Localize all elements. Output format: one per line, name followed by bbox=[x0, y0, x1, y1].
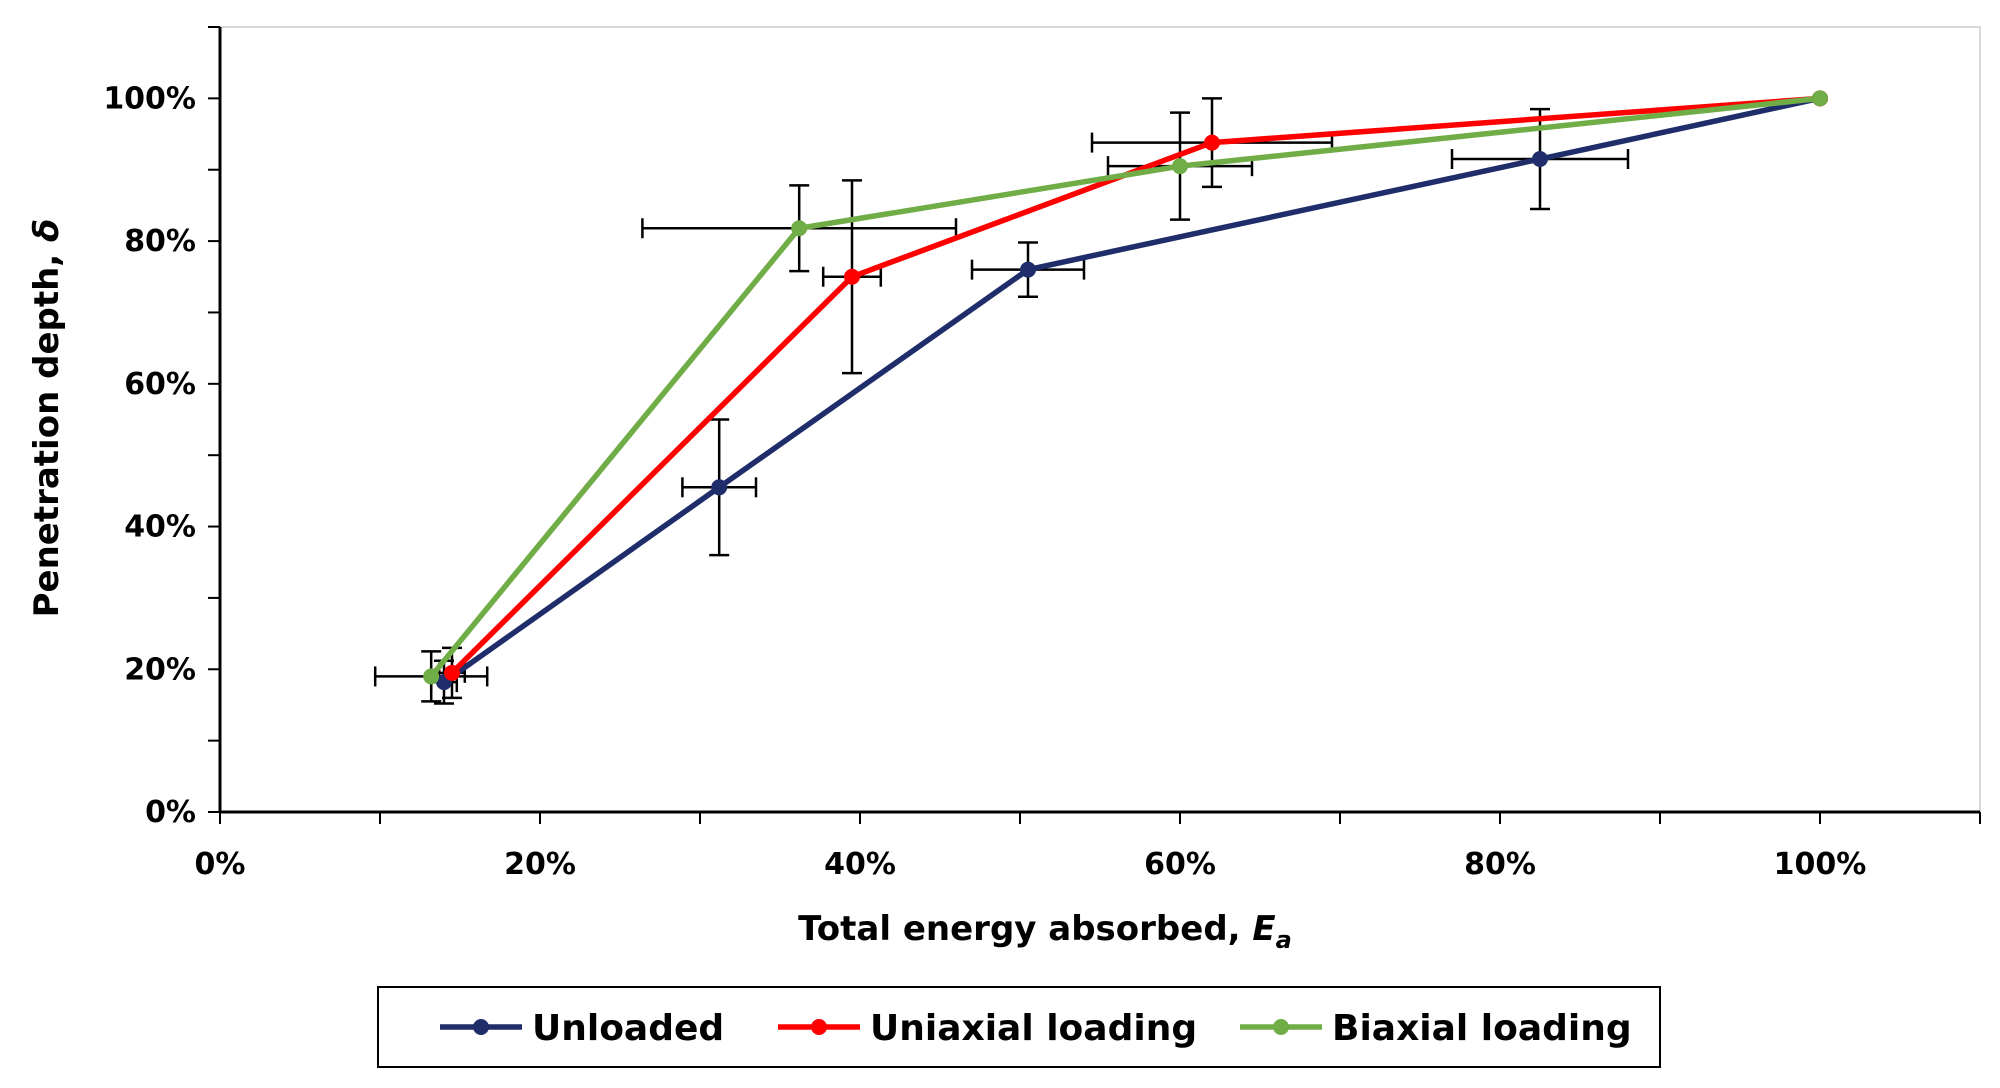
point-biaxial-loading bbox=[1812, 90, 1828, 107]
point-unloaded bbox=[711, 479, 728, 496]
y-tick-label: 80% bbox=[124, 224, 196, 259]
y-tick-label: 0% bbox=[145, 795, 196, 830]
x-tick-label: 80% bbox=[1464, 847, 1536, 882]
series-line-biaxial-loading bbox=[429, 95, 1821, 679]
legend: Unloaded Uniaxial loading Biaxial loading bbox=[377, 986, 1661, 1068]
legend-marker-unloaded bbox=[473, 1019, 489, 1035]
series-layer bbox=[423, 90, 1828, 691]
legend-marker-biaxial-loading bbox=[1273, 1019, 1289, 1035]
point-biaxial-loading bbox=[423, 668, 440, 685]
series-line-uniaxial-loading bbox=[450, 95, 1821, 675]
y-tick-label: 100% bbox=[103, 81, 196, 116]
tick-label-layer: 0% 20% 40% 60% 80% 100% 0% 20% 40% 60% 80% 100% bbox=[103, 81, 1866, 882]
y-tick-label: 60% bbox=[124, 367, 196, 402]
legend-label-biaxial-loading: Biaxial loading bbox=[1332, 1008, 1632, 1049]
legend-label-unloaded: Unloaded bbox=[532, 1008, 724, 1049]
point-uniaxial-loading bbox=[1204, 134, 1220, 151]
y-tick-label: 20% bbox=[124, 652, 196, 687]
x-axis-title: Total energy absorbed, Ea bbox=[798, 909, 1292, 954]
legend-marker-uniaxial-loading bbox=[811, 1019, 827, 1035]
legend-box bbox=[377, 986, 1661, 1068]
x-tick-label: 0% bbox=[195, 847, 246, 882]
x-tick-label: 40% bbox=[824, 847, 896, 882]
axes-layer bbox=[208, 26, 1981, 824]
x-tick-label: 60% bbox=[1144, 847, 1216, 882]
y-tick-label: 40% bbox=[124, 510, 196, 545]
point-biaxial-loading bbox=[791, 220, 808, 237]
y-axis-title: Penetration depth, δ bbox=[27, 219, 67, 618]
plot-area: 0% 20% 40% 60% 80% 100% 0% 20% 40% 60% 80% 100% bbox=[103, 26, 1981, 882]
x-tick-label: 20% bbox=[504, 847, 576, 882]
point-unloaded bbox=[1532, 151, 1548, 168]
point-biaxial-loading bbox=[1172, 158, 1188, 175]
point-uniaxial-loading bbox=[844, 268, 860, 285]
point-unloaded bbox=[1020, 261, 1036, 278]
point-uniaxial-loading bbox=[444, 664, 460, 681]
x-tick-label: 100% bbox=[1774, 847, 1867, 882]
legend-label-uniaxial-loading: Uniaxial loading bbox=[870, 1008, 1197, 1049]
